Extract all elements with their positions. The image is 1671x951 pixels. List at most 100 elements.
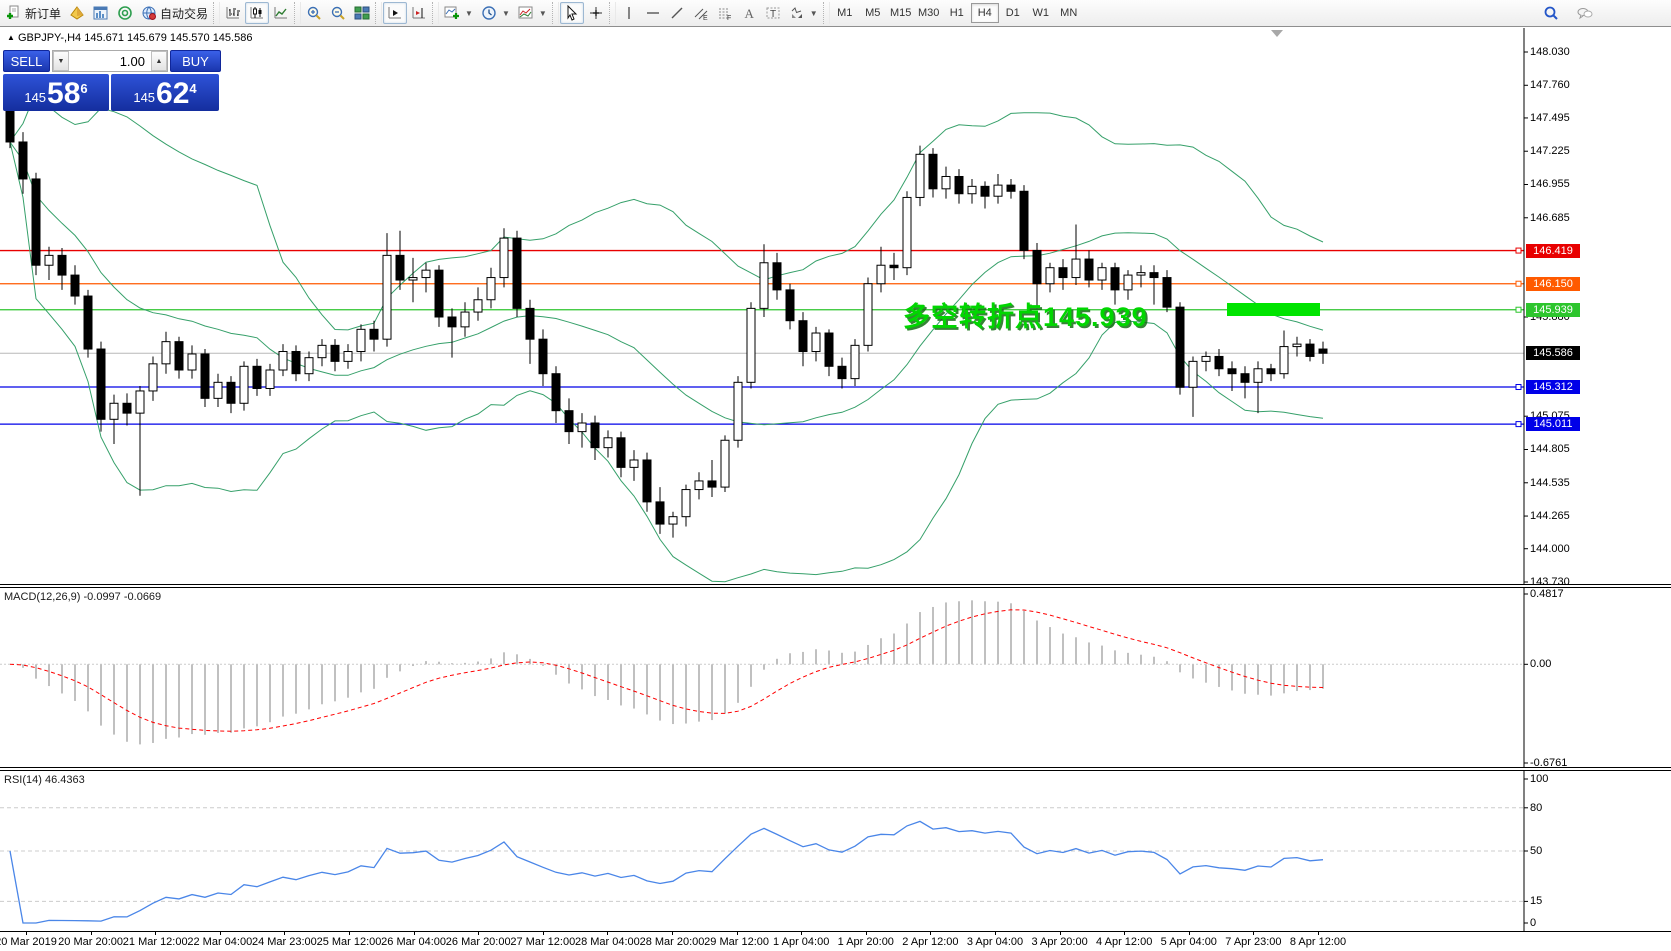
price-tick-label: 148.030 <box>1530 46 1570 58</box>
chart-window-button[interactable] <box>89 2 113 24</box>
chart-shift-button[interactable] <box>407 2 431 24</box>
templates-button[interactable]: ▼ <box>514 2 551 24</box>
collapse-panel-icon[interactable]: ▲ <box>7 33 15 42</box>
candle <box>564 398 574 444</box>
candle <box>1058 259 1068 290</box>
channel-button[interactable]: E <box>689 2 713 24</box>
rsi-line <box>9 820 1324 924</box>
candle <box>18 132 28 194</box>
market-watch-button[interactable] <box>65 2 89 24</box>
timeframe-d1-button[interactable]: D1 <box>1005 7 1020 19</box>
rsi-panel-divider[interactable] <box>0 767 1671 771</box>
cursor-button[interactable] <box>559 2 584 24</box>
trendline-button[interactable] <box>665 2 689 24</box>
volume-decrease-button[interactable]: ▼ <box>53 51 69 71</box>
time-axis-tick <box>1318 932 1319 935</box>
hline-axis-marker <box>1515 384 1522 391</box>
indicators-button[interactable]: ▼ <box>440 2 477 24</box>
candle <box>369 320 379 352</box>
price-tick-label: 144.535 <box>1530 476 1570 489</box>
hline-price-label: 146.419 <box>1526 243 1580 258</box>
volume-input[interactable] <box>69 51 151 71</box>
candle <box>655 487 665 534</box>
time-axis-label: 1 Apr 20:00 <box>837 936 894 948</box>
rsi-indicator-label: RSI(14) 46.4363 <box>4 774 85 786</box>
auto-scroll-button[interactable] <box>383 2 408 24</box>
timeframe-w1-button[interactable]: W1 <box>1032 7 1049 19</box>
timeframe-h1-button[interactable]: H1 <box>949 7 964 19</box>
chevron-down-icon[interactable]: ▼ <box>501 8 510 18</box>
toolbar-separator <box>822 2 830 24</box>
price-tick-label: 147.495 <box>1530 111 1570 124</box>
fibonacci-button[interactable]: F <box>713 2 737 24</box>
candle <box>1214 349 1224 377</box>
time-axis-tick <box>26 932 27 935</box>
candle <box>44 246 54 281</box>
candle <box>343 344 353 369</box>
cursor-icon <box>564 5 580 21</box>
text-button[interactable]: A <box>737 2 761 24</box>
timeframe-mn-button[interactable]: MN <box>1060 7 1078 19</box>
candle <box>31 172 41 276</box>
navigator-button[interactable] <box>113 2 137 24</box>
highlight-rectangle-object[interactable] <box>1227 303 1320 316</box>
chevron-down-icon[interactable]: ▼ <box>538 8 547 18</box>
search-button[interactable] <box>1539 2 1563 24</box>
price-tick-label: 143.730 <box>1530 575 1570 588</box>
periods-button[interactable]: ▼ <box>477 2 514 24</box>
svg-text:T: T <box>770 9 776 20</box>
candle <box>239 361 249 411</box>
horizontal-line-button[interactable] <box>641 2 665 24</box>
chat-button[interactable] <box>1573 2 1597 24</box>
vertical-line-button[interactable] <box>617 2 641 24</box>
auto-trading-button[interactable]: 自动交易 <box>137 2 212 24</box>
zoom-out-button[interactable] <box>326 2 350 24</box>
volume-increase-button[interactable]: ▲ <box>151 51 167 71</box>
candle <box>876 246 886 293</box>
candle-chart-button[interactable] <box>245 2 270 24</box>
timeframe-m15-button[interactable]: M15 <box>890 7 912 19</box>
candle <box>590 415 600 460</box>
timeframe-m5-button[interactable]: M5 <box>865 7 881 19</box>
text-label-button[interactable]: T <box>761 2 785 24</box>
timeframe-m30-button[interactable]: M30 <box>918 7 940 19</box>
tile-windows-button[interactable] <box>350 2 374 24</box>
candle <box>330 339 340 372</box>
candle <box>109 394 119 444</box>
macd-panel-divider[interactable] <box>0 584 1671 588</box>
bar-chart-button[interactable] <box>221 2 245 24</box>
time-axis-label: 8 Apr 12:00 <box>1289 936 1347 948</box>
time-axis-tick <box>284 932 286 935</box>
arrows-button[interactable]: ▼ <box>785 2 822 24</box>
candle <box>1188 356 1198 417</box>
time-axis-label: 22 Mar 04:00 <box>187 936 253 948</box>
svg-text:E: E <box>703 15 708 21</box>
buy-button[interactable]: BUY <box>170 50 221 72</box>
candle <box>252 358 262 396</box>
sell-price-display[interactable]: 145 58 6 <box>3 74 109 111</box>
timeframe-h4-button[interactable]: H4 <box>970 3 999 23</box>
line-chart-button[interactable] <box>269 2 293 24</box>
timeframe-m1-button[interactable]: M1 <box>837 7 853 19</box>
indicator-add-icon <box>444 5 460 21</box>
candle <box>1019 185 1029 260</box>
time-axis-tick <box>478 932 480 935</box>
chevron-down-icon[interactable]: ▼ <box>465 8 473 18</box>
candle <box>382 233 392 347</box>
new-order-button[interactable]: 新订单 <box>2 2 65 24</box>
zoom-in-button[interactable] <box>302 2 326 24</box>
hline-price-label: 145.312 <box>1526 380 1580 394</box>
candles-chart-icon <box>249 5 265 21</box>
candle <box>1162 270 1172 313</box>
chart-shift-marker[interactable] <box>1271 30 1283 37</box>
sell-button[interactable]: SELL <box>3 50 50 72</box>
candle <box>395 230 405 290</box>
candle <box>83 289 93 358</box>
chevron-down-icon[interactable]: ▼ <box>809 8 818 18</box>
hline-price-label: 146.150 <box>1526 276 1580 291</box>
bollinger-lower-band <box>9 141 1324 583</box>
time-axis-label: 26 Mar 20:00 <box>445 936 511 948</box>
buy-price-display[interactable]: 145 62 4 <box>111 74 219 111</box>
crosshair-button[interactable] <box>584 2 608 24</box>
candle <box>1279 330 1289 379</box>
